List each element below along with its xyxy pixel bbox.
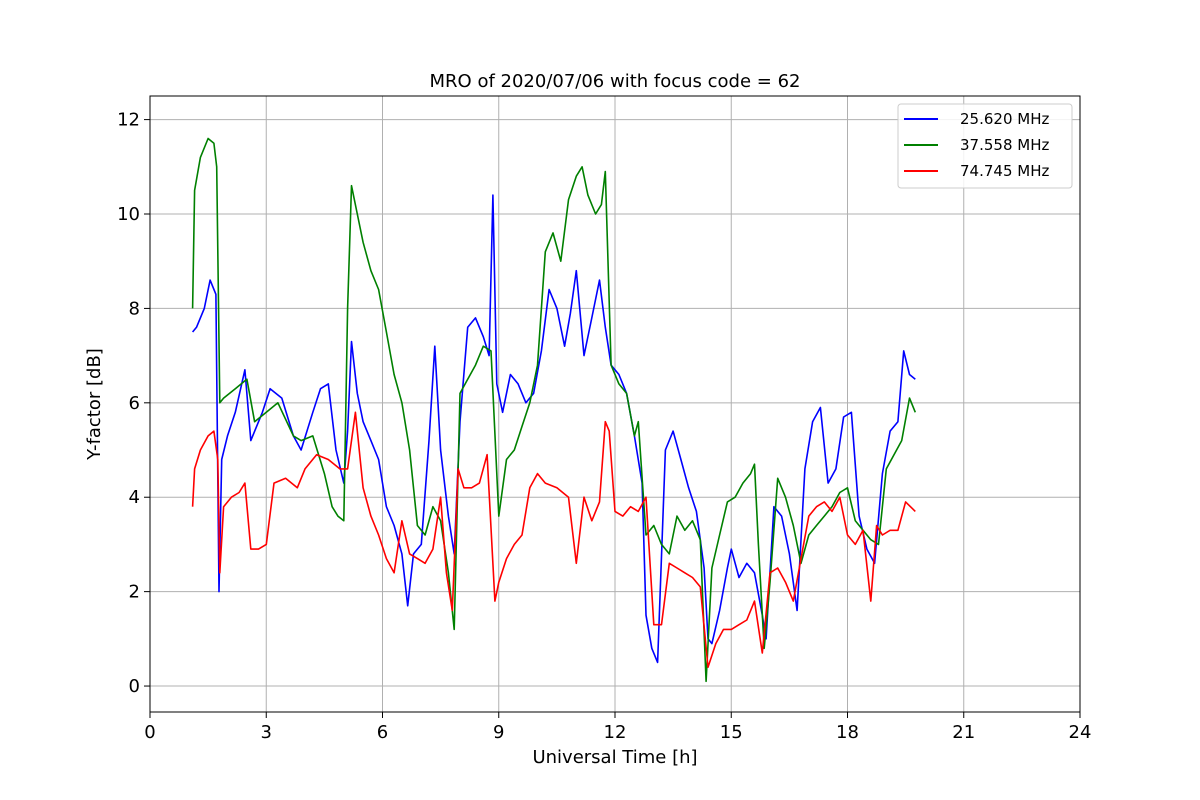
- x-tick-label: 12: [604, 722, 627, 743]
- x-tick-label: 0: [144, 722, 155, 743]
- y-tick-label: 0: [129, 676, 140, 697]
- legend-label: 25.620 MHz: [960, 110, 1049, 128]
- x-tick-label: 24: [1069, 722, 1092, 743]
- legend-label: 37.558 MHz: [960, 136, 1049, 154]
- series-layer: [191, 137, 917, 683]
- x-tick-label: 6: [377, 722, 388, 743]
- y-tick-label: 6: [129, 393, 140, 414]
- x-tick-label: 18: [836, 722, 859, 743]
- x-tick-label: 9: [493, 722, 504, 743]
- y-axis-label: Y-factor [dB]: [84, 348, 105, 461]
- x-axis-label: Universal Time [h]: [532, 747, 697, 768]
- legend-box: [897, 103, 1073, 189]
- x-tick-label: 3: [261, 722, 272, 743]
- chart-title: MRO of 2020/07/06 with focus code = 62: [430, 71, 801, 92]
- y-tick-label: 10: [117, 204, 140, 225]
- y-tick-label: 8: [129, 298, 140, 319]
- series-line-37-558-mhz: [191, 137, 917, 683]
- series-line-25-620-mhz: [191, 194, 916, 664]
- series-line-74-745-mhz: [191, 411, 916, 669]
- y-tick-label: 12: [117, 110, 140, 131]
- x-tick-label: 21: [952, 722, 975, 743]
- y-tick-label: 4: [129, 487, 140, 508]
- grid: [149, 96, 1081, 712]
- legend: 25.620 MHz 37.558 MHz 74.745 MHz: [897, 103, 1073, 189]
- x-tick-label: 15: [720, 722, 743, 743]
- y-tick-label: 2: [129, 582, 140, 603]
- legend-label: 74.745 MHz: [960, 162, 1049, 180]
